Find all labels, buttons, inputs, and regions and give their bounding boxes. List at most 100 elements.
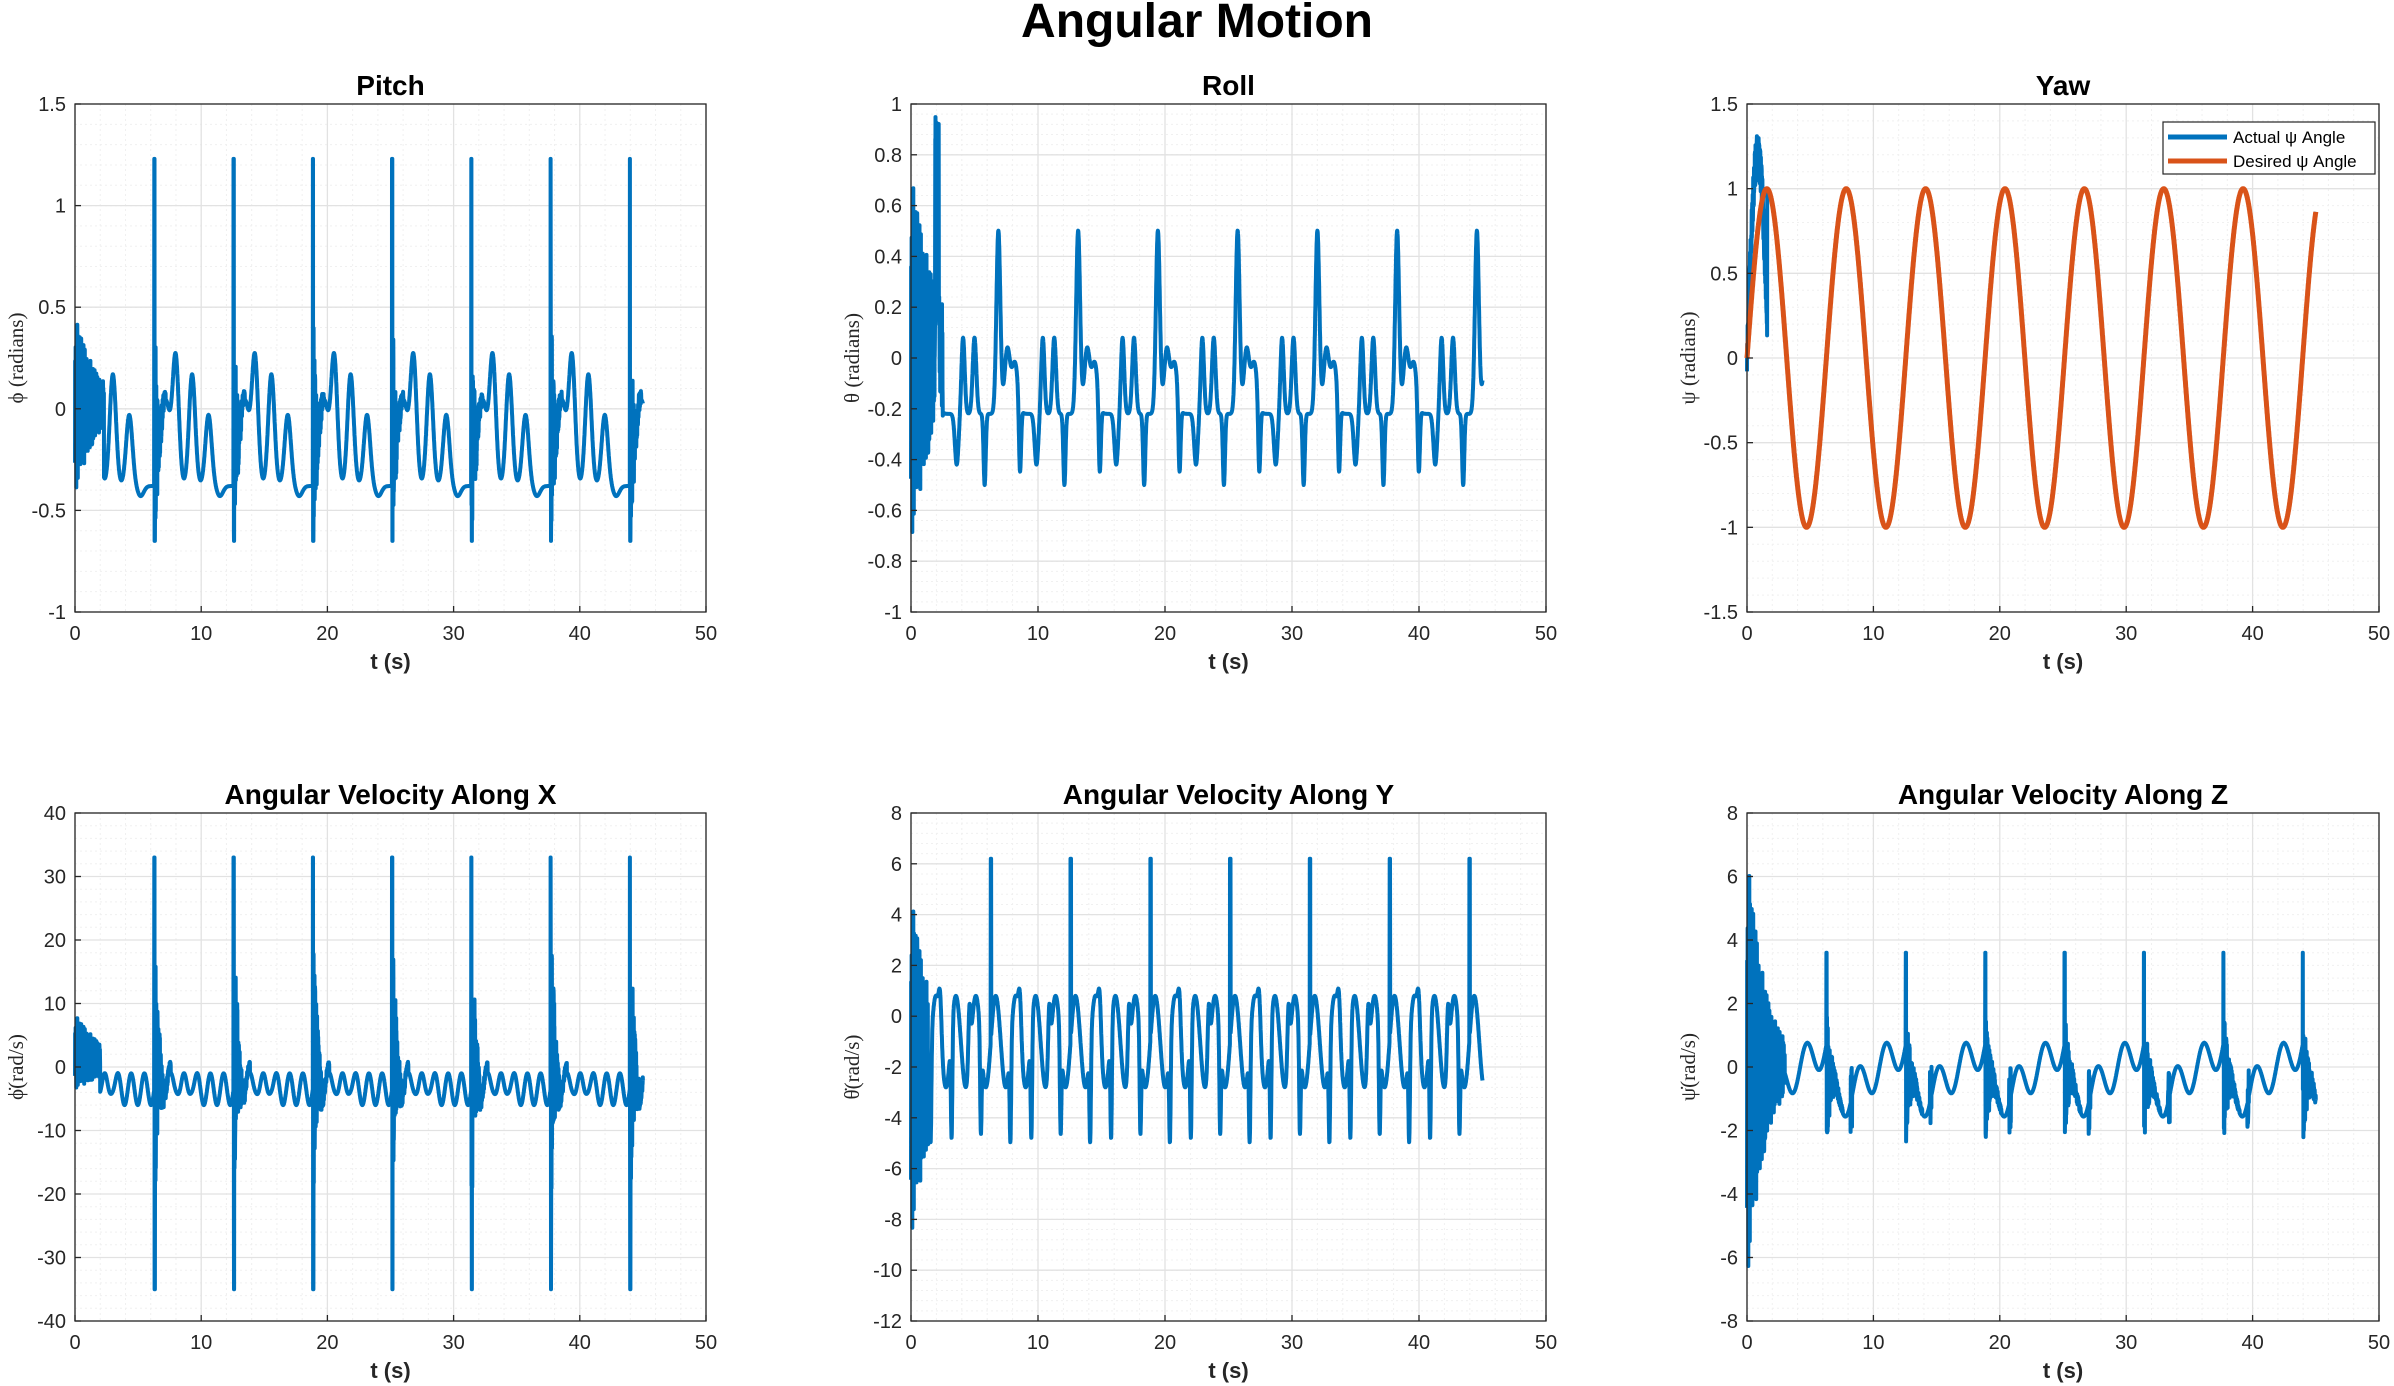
y-tick-label: 1.5 [38, 94, 66, 116]
y-tick-label: -10 [37, 1121, 66, 1143]
y-tick-label: 0.6 [874, 196, 902, 218]
x-tick-label: 30 [1281, 623, 1303, 645]
y-axis-label: ψ̇(rad/s) [1676, 1033, 1700, 1101]
x-tick-label: 40 [569, 1332, 591, 1354]
x-tick-label: 40 [1408, 1332, 1430, 1354]
y-axis-label: ψ (radians) [1676, 311, 1700, 404]
chart-title: Angular Velocity Along Y [1063, 779, 1395, 810]
chart-roll: 0 10 20 30 40 50 -1 -0.8 -0.6 -0.4 -0.2 0 0.2 0.4 0.6 0… [840, 70, 1557, 674]
x-tick-label: 50 [695, 623, 717, 645]
x-tick-label: 40 [2241, 623, 2263, 645]
x-tick-label: 20 [1154, 623, 1176, 645]
chart-title: Roll [1202, 70, 1255, 101]
x-axis-label: t (s) [370, 1358, 410, 1383]
x-tick-label: 10 [1027, 1332, 1049, 1354]
y-tick-label: 2 [891, 955, 902, 977]
x-tick-label: 0 [905, 1332, 916, 1354]
x-tick-label: 30 [2115, 623, 2137, 645]
series-line-1 [909, 856, 1485, 1230]
y-tick-label: -0.8 [868, 551, 902, 573]
y-tick-label: -1 [884, 602, 902, 624]
x-tick-label: 50 [2368, 1332, 2390, 1354]
y-tick-label: 0.2 [874, 297, 902, 319]
y-tick-label: -12 [873, 1311, 902, 1333]
y-tick-label: 0.8 [874, 145, 902, 167]
y-axis-label: θ̇(rad/s) [840, 1035, 864, 1100]
legend-box [2162, 121, 2376, 175]
y-tick-label: 1 [55, 196, 66, 218]
y-tick-label: -2 [1720, 1121, 1738, 1143]
x-tick-label: 20 [316, 1332, 338, 1354]
x-tick-label: 10 [1862, 623, 1884, 645]
y-tick-label: 0.4 [874, 246, 902, 268]
y-tick-label: 0 [1727, 1057, 1738, 1079]
series-line-1 [73, 855, 645, 1292]
x-tick-label: 40 [1408, 623, 1430, 645]
chart-title: Yaw [2036, 70, 2091, 101]
y-tick-label: 0.5 [38, 297, 66, 319]
y-tick-label: 1 [1727, 179, 1738, 201]
series-line-1 [1745, 874, 2318, 1268]
y-tick-label: 1.5 [1710, 94, 1738, 116]
y-tick-label: 2 [1727, 994, 1738, 1016]
x-axis-label: t (s) [1208, 1358, 1248, 1383]
y-tick-label: -0.5 [32, 500, 66, 522]
y-tick-label: -4 [1720, 1184, 1738, 1206]
y-tick-label: -0.2 [868, 399, 902, 421]
y-tick-label: -2 [884, 1057, 902, 1079]
x-tick-label: 20 [1989, 1332, 2011, 1354]
y-tick-label: -1 [1720, 517, 1738, 539]
x-tick-label: 30 [2115, 1332, 2137, 1354]
x-tick-label: 0 [69, 1332, 80, 1354]
y-tick-label: 0.5 [1710, 263, 1738, 285]
y-tick-label: 0 [891, 348, 902, 370]
y-tick-label: -0.4 [868, 450, 902, 472]
y-tick-label: -4 [884, 1108, 902, 1130]
y-tick-label: 6 [1727, 867, 1738, 889]
y-tick-label: 6 [891, 854, 902, 876]
x-tick-label: 50 [1535, 623, 1557, 645]
y-tick-label: 30 [44, 867, 66, 889]
series-line-2 [1744, 186, 2319, 530]
y-tick-label: 0 [55, 399, 66, 421]
y-tick-label: 0 [891, 1006, 902, 1028]
chart-wz: 0 10 20 30 40 50 -8 -6 -4 -2 0 2 4 6 8 Angular Velocity… [1676, 779, 2390, 1383]
y-axis-label: θ (radians) [840, 313, 864, 403]
x-tick-label: 10 [1862, 1332, 1884, 1354]
x-tick-label: 30 [1281, 1332, 1303, 1354]
figure-title: Angular Motion [1021, 0, 1373, 48]
y-tick-label: -1.5 [1704, 602, 1738, 624]
x-axis-label: t (s) [370, 649, 410, 674]
x-tick-label: 0 [1741, 1332, 1752, 1354]
x-axis-label: t (s) [1208, 649, 1248, 674]
series-line-1 [73, 156, 645, 543]
x-tick-label: 10 [190, 1332, 212, 1354]
y-tick-label: -30 [37, 1248, 66, 1270]
legend-label-1: Actual ψ Angle [2233, 128, 2345, 147]
y-tick-label: -0.5 [1704, 433, 1738, 455]
y-tick-label: -6 [1720, 1248, 1738, 1270]
y-tick-label: 40 [44, 803, 66, 825]
x-axis-label: t (s) [2043, 1358, 2083, 1383]
x-axis-label: t (s) [2043, 649, 2083, 674]
x-tick-label: 40 [2241, 1332, 2263, 1354]
series-line-1 [909, 115, 1485, 534]
x-tick-label: 10 [1027, 623, 1049, 645]
x-tick-label: 20 [316, 623, 338, 645]
y-tick-label: 8 [891, 803, 902, 825]
x-tick-label: 0 [1741, 623, 1752, 645]
y-tick-label: -40 [37, 1311, 66, 1333]
y-tick-label: -8 [884, 1209, 902, 1231]
legend-label-2: Desired ψ Angle [2233, 152, 2357, 171]
y-tick-label: -10 [873, 1260, 902, 1282]
x-tick-label: 50 [2368, 623, 2390, 645]
chart-wy: 0 10 20 30 40 50 -12 -10 -8 -6 -4 -2 0 2 4 6 8 Angular Ve… [840, 779, 1557, 1383]
y-tick-label: 10 [44, 994, 66, 1016]
chart-wx: 0 10 20 30 40 50 -40 -30 -20 -10 0 10 20 30 40 Angular … [4, 779, 717, 1383]
axes-box [74, 103, 707, 613]
x-tick-label: 0 [905, 623, 916, 645]
y-tick-label: 4 [891, 905, 902, 927]
y-axis-label: ϕ (radians) [4, 313, 28, 404]
y-axis-label: ϕ̇(rad/s) [4, 1034, 28, 1100]
